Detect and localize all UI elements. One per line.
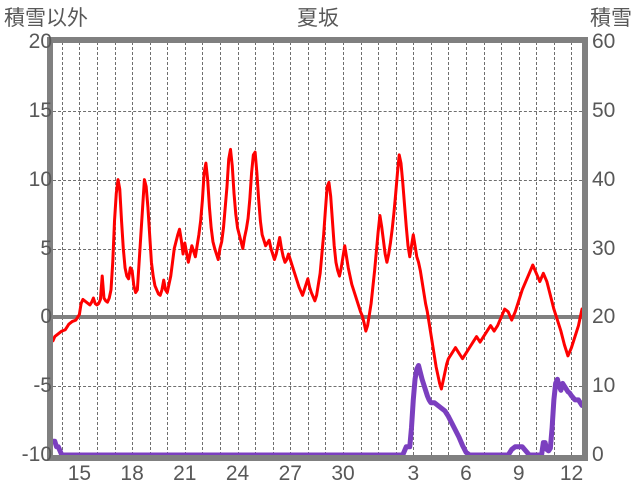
y-axis-left-tick-label: 10 (28, 167, 52, 191)
temperature-line (51, 147, 584, 391)
chart-title: 夏坂 (297, 7, 339, 30)
zero-reference-line (53, 315, 582, 320)
temperature-series (51, 147, 584, 391)
x-axis-tick-label: 27 (278, 462, 302, 485)
right-axis-title: 積雪 (590, 7, 632, 30)
x-axis-tick-label: 12 (559, 462, 584, 485)
x-axis-tick-label: 18 (120, 462, 144, 485)
y-axis-right-tick-label: 50 (592, 98, 616, 122)
horizontal-gridline (53, 110, 582, 112)
x-axis-tick-label: 6 (460, 462, 472, 485)
x-axis-tick-label: 9 (512, 462, 525, 485)
y-axis-left-tick-label: -5 (33, 374, 52, 398)
y-axis-left-tick-label: 5 (40, 236, 52, 260)
x-axis-tick-label: 30 (331, 462, 355, 485)
horizontal-gridline (53, 386, 582, 388)
y-axis-left-tick-label: -10 (21, 443, 52, 466)
x-axis-tick-label: 24 (225, 462, 250, 485)
x-axis-tick-label: 15 (67, 462, 92, 485)
x-axis-tick-label: 3 (407, 462, 420, 485)
horizontal-gridline (53, 248, 582, 250)
y-axis-right-tick-label: 20 (592, 305, 616, 329)
y-axis-right-tick-label: 40 (592, 167, 616, 191)
y-axis-right-tick-label: 60 (592, 30, 616, 53)
y-axis-left-tick-label: 15 (28, 98, 52, 122)
horizontal-gridline (53, 179, 582, 181)
y-axis-left-tick-label: 0 (40, 305, 52, 329)
y-axis-right-tick-label: 0 (592, 443, 604, 466)
x-axis-tick-label: 21 (173, 462, 197, 485)
y-axis-right-tick-label: 10 (592, 374, 616, 398)
y-axis-left-tick-label: 20 (28, 30, 52, 53)
left-axis-title: 積雪以外 (4, 7, 88, 30)
y-axis-right-tick-label: 30 (592, 236, 616, 260)
plot-area (50, 42, 585, 458)
